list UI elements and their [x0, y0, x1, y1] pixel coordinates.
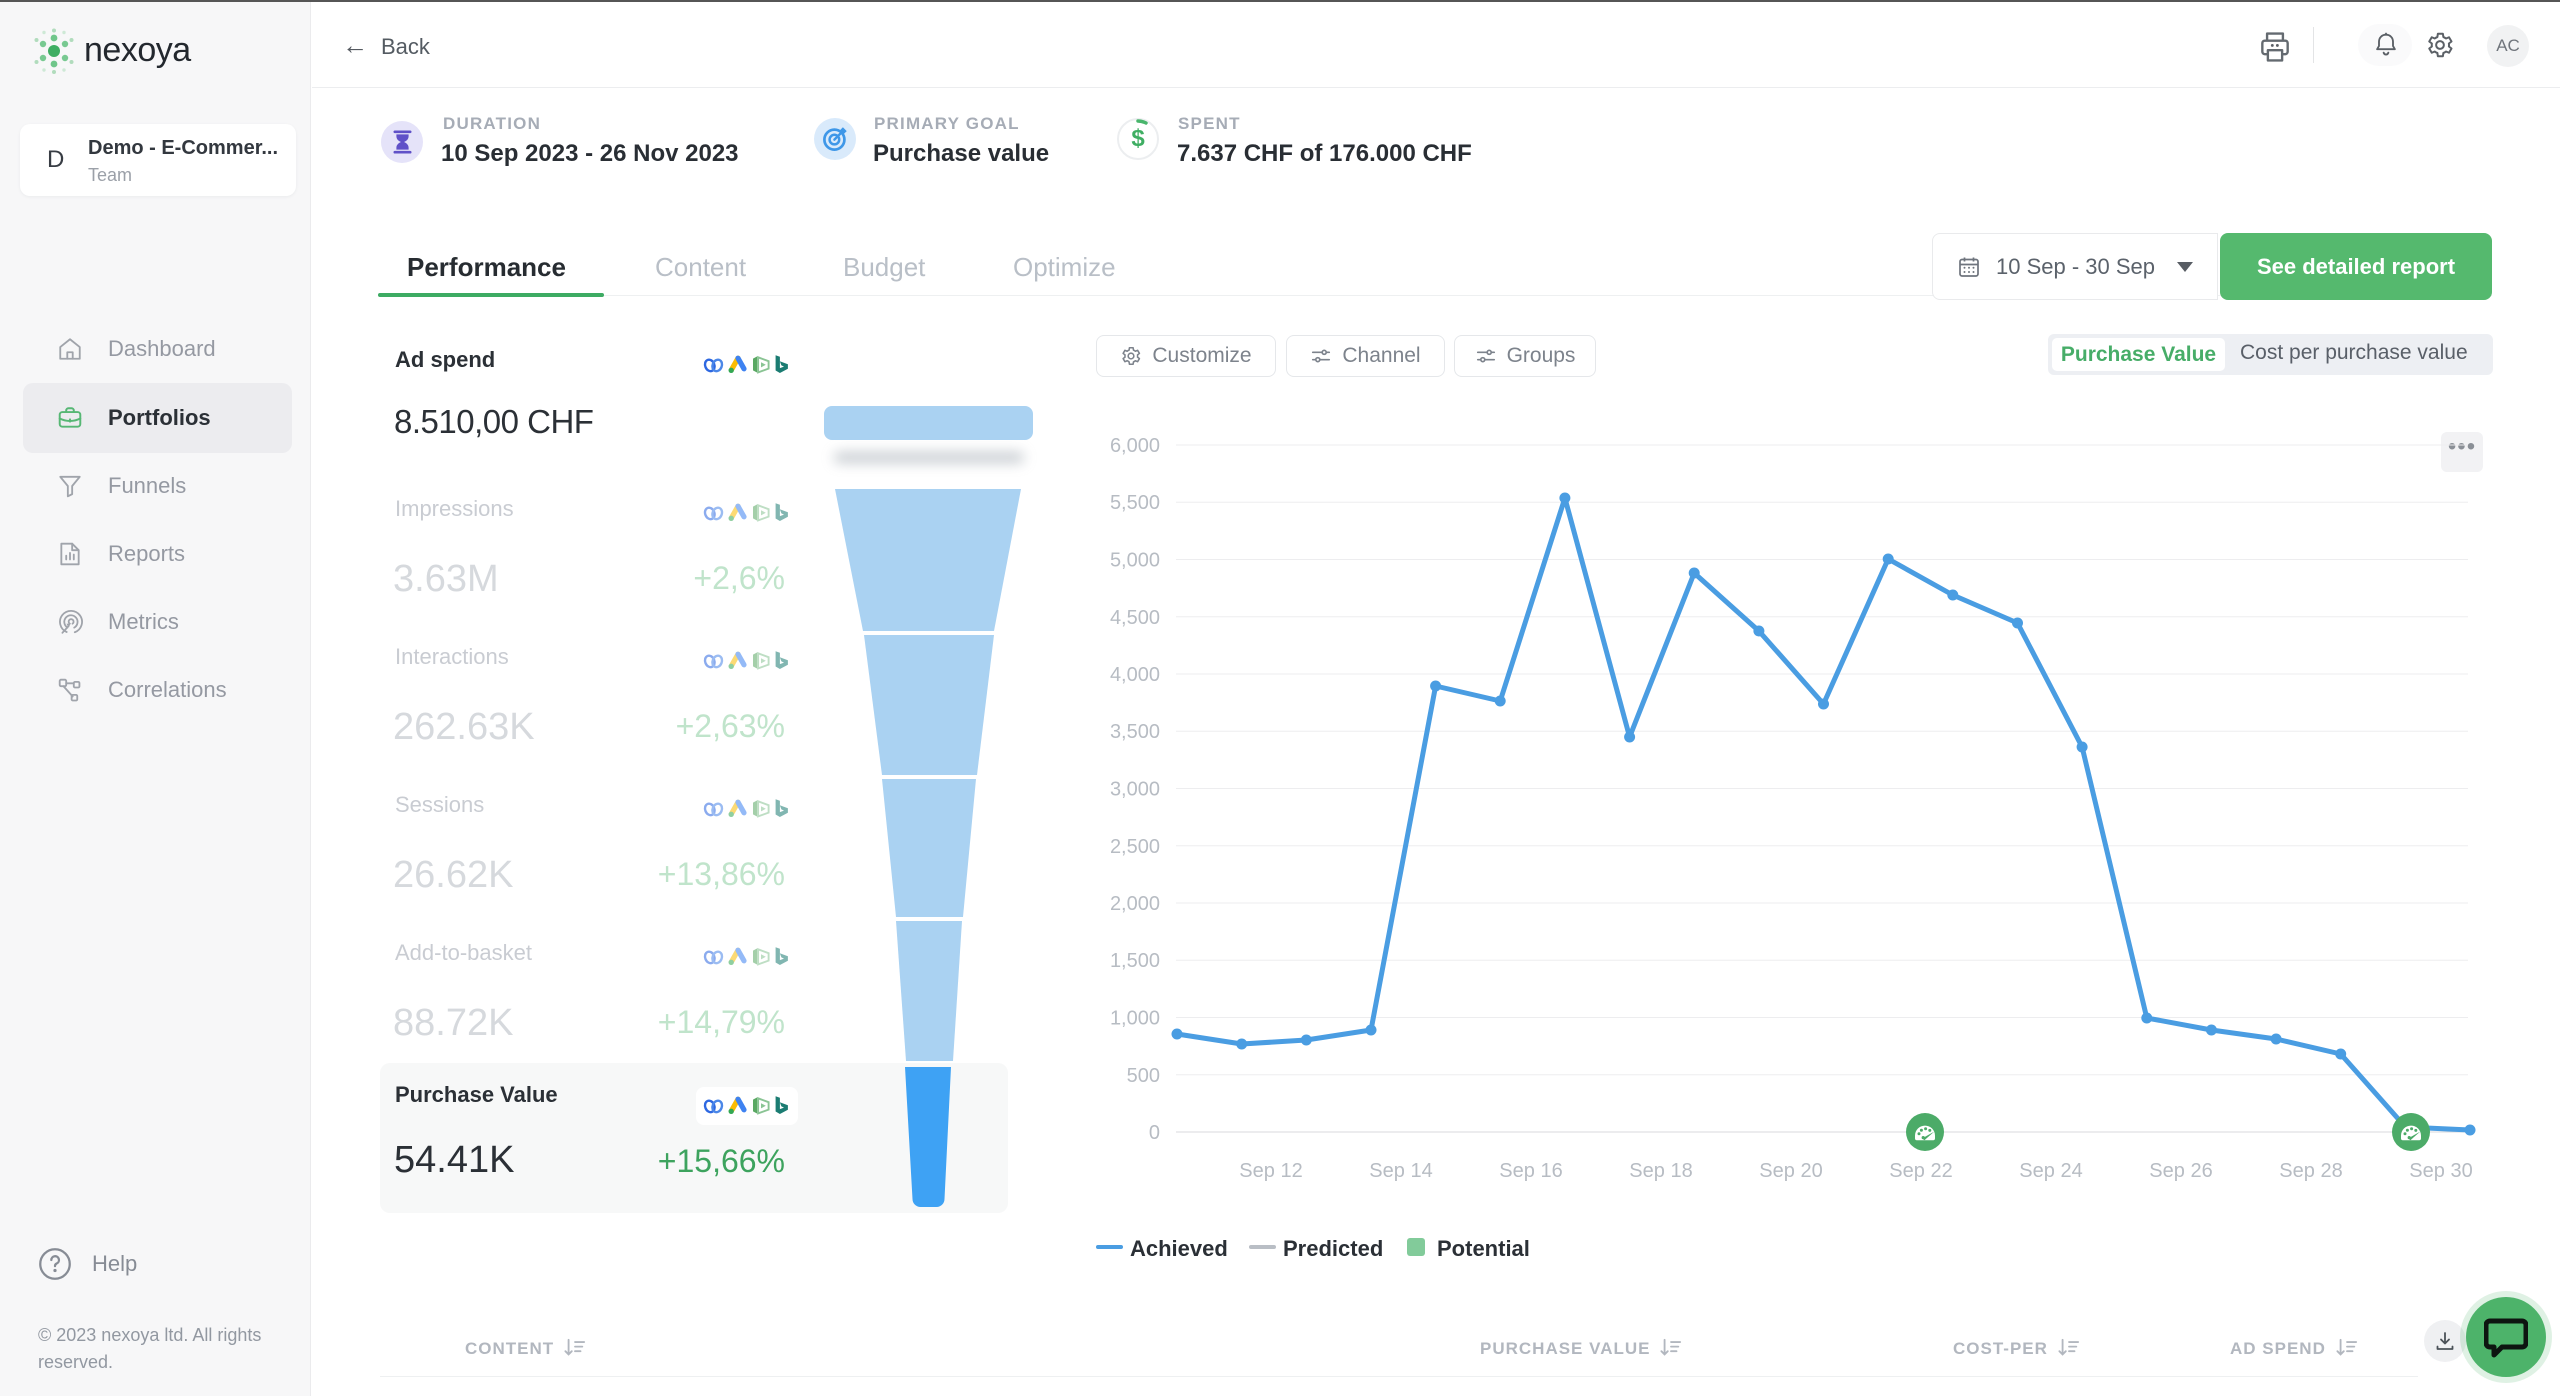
svg-text:5,000: 5,000	[1110, 550, 1160, 572]
svg-text:1,000: 1,000	[1110, 1008, 1160, 1030]
svg-text:3,000: 3,000	[1110, 779, 1160, 801]
svg-text:Sep 20: Sep 20	[1759, 1160, 1822, 1182]
svg-text:500: 500	[1127, 1065, 1160, 1087]
svg-text:Sep 26: Sep 26	[2149, 1160, 2212, 1182]
svg-text:Sep 14: Sep 14	[1369, 1160, 1432, 1182]
svg-text:6,000: 6,000	[1110, 435, 1160, 457]
svg-text:Sep 18: Sep 18	[1629, 1160, 1692, 1182]
svg-text:Sep 12: Sep 12	[1239, 1160, 1302, 1182]
svg-text:Sep 16: Sep 16	[1499, 1160, 1562, 1182]
svg-text:Sep 30: Sep 30	[2409, 1160, 2472, 1182]
svg-text:Sep 28: Sep 28	[2279, 1160, 2342, 1182]
svg-text:2,500: 2,500	[1110, 836, 1160, 858]
svg-text:2,000: 2,000	[1110, 893, 1160, 915]
svg-text:Sep 22: Sep 22	[1889, 1160, 1952, 1182]
svg-text:1,500: 1,500	[1110, 950, 1160, 972]
svg-text:Sep 24: Sep 24	[2019, 1160, 2082, 1182]
svg-text:4,000: 4,000	[1110, 664, 1160, 686]
svg-text:3,500: 3,500	[1110, 721, 1160, 743]
svg-text:0: 0	[1149, 1122, 1160, 1144]
svg-text:4,500: 4,500	[1110, 607, 1160, 629]
svg-text:5,500: 5,500	[1110, 492, 1160, 514]
